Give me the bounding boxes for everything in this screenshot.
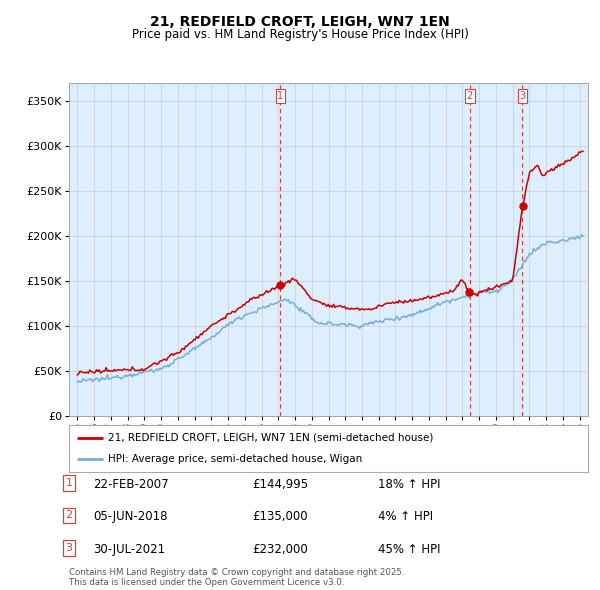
Text: 18% ↑ HPI: 18% ↑ HPI bbox=[378, 478, 440, 491]
Text: 30-JUL-2021: 30-JUL-2021 bbox=[93, 543, 165, 556]
Text: 21, REDFIELD CROFT, LEIGH, WN7 1EN: 21, REDFIELD CROFT, LEIGH, WN7 1EN bbox=[150, 15, 450, 29]
Text: 1: 1 bbox=[65, 478, 73, 488]
Text: 1: 1 bbox=[277, 91, 284, 101]
Text: £135,000: £135,000 bbox=[252, 510, 308, 523]
Text: 2: 2 bbox=[467, 91, 473, 101]
Text: 2: 2 bbox=[65, 510, 73, 520]
Text: 45% ↑ HPI: 45% ↑ HPI bbox=[378, 543, 440, 556]
Text: HPI: Average price, semi-detached house, Wigan: HPI: Average price, semi-detached house,… bbox=[108, 454, 362, 464]
Text: £232,000: £232,000 bbox=[252, 543, 308, 556]
Text: 05-JUN-2018: 05-JUN-2018 bbox=[93, 510, 167, 523]
Text: Price paid vs. HM Land Registry's House Price Index (HPI): Price paid vs. HM Land Registry's House … bbox=[131, 28, 469, 41]
Text: 4% ↑ HPI: 4% ↑ HPI bbox=[378, 510, 433, 523]
Text: 22-FEB-2007: 22-FEB-2007 bbox=[93, 478, 169, 491]
Text: Contains HM Land Registry data © Crown copyright and database right 2025.
This d: Contains HM Land Registry data © Crown c… bbox=[69, 568, 404, 587]
Text: 3: 3 bbox=[520, 91, 526, 101]
Text: £144,995: £144,995 bbox=[252, 478, 308, 491]
Text: 3: 3 bbox=[65, 543, 73, 553]
Text: 21, REDFIELD CROFT, LEIGH, WN7 1EN (semi-detached house): 21, REDFIELD CROFT, LEIGH, WN7 1EN (semi… bbox=[108, 432, 433, 442]
